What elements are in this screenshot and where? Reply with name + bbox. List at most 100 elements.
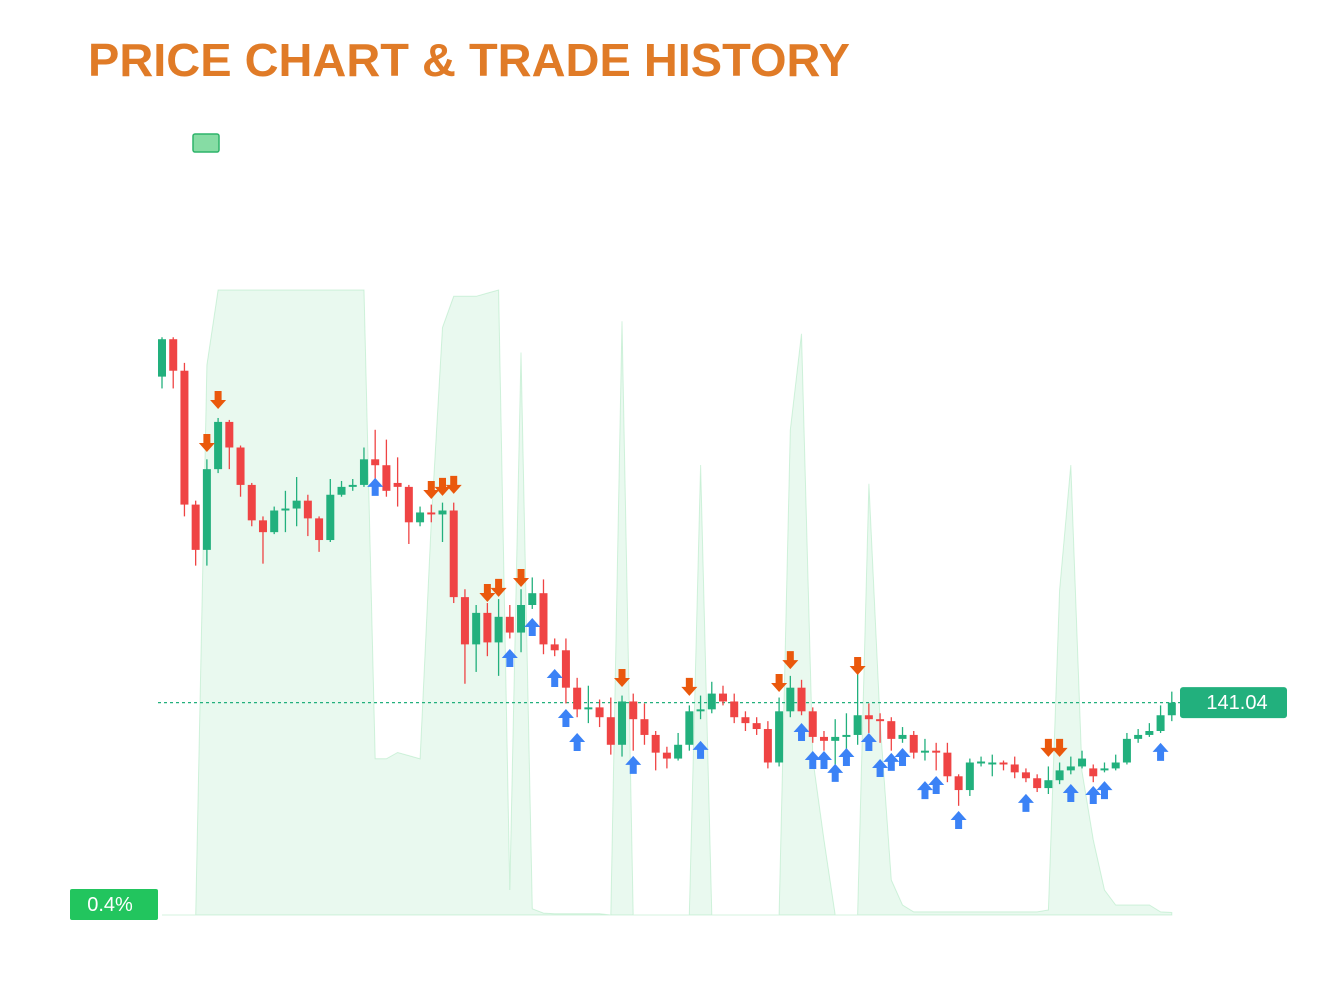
candle-body: [786, 687, 795, 712]
candle-body: [674, 744, 683, 759]
candle-body: [887, 721, 896, 739]
candle-body: [180, 370, 189, 505]
candle-body: [214, 421, 223, 470]
chart-title: PRICE CHART & TRADE HISTORY: [88, 34, 850, 86]
buy-marker: [883, 752, 900, 771]
buy-marker: [950, 810, 967, 829]
candle-body: [1156, 715, 1165, 731]
sell-marker: [614, 669, 631, 688]
candle-body: [483, 612, 492, 643]
candle-body: [505, 616, 514, 633]
candle-body: [730, 701, 739, 718]
candle-body: [640, 719, 649, 735]
buy-marker: [1152, 742, 1169, 761]
candle-body: [315, 518, 324, 541]
candle-body: [943, 752, 952, 777]
candle-body: [438, 510, 447, 515]
sell-marker: [210, 391, 227, 410]
candle-body: [1167, 702, 1176, 716]
candle-body: [618, 701, 627, 745]
candle-body: [561, 650, 570, 688]
candle-body: [763, 729, 772, 763]
candle-body: [270, 510, 279, 533]
candle-body: [965, 762, 974, 791]
candle-body: [842, 734, 851, 737]
buy-marker: [692, 740, 709, 759]
buy-marker: [804, 750, 821, 769]
candle-body: [1100, 768, 1109, 771]
candle-body: [1033, 778, 1042, 789]
candle-body: [932, 750, 941, 753]
buy-marker: [815, 750, 832, 769]
candle-body: [528, 593, 537, 605]
candle-body: [517, 605, 526, 633]
candle-body: [303, 500, 312, 519]
buy-marker: [625, 755, 642, 774]
candle-body: [202, 469, 211, 550]
buy-marker: [1062, 784, 1079, 803]
candle-body: [573, 687, 582, 710]
candle-body: [348, 484, 357, 487]
buy-marker: [1017, 793, 1034, 812]
candle-body: [281, 508, 290, 511]
buy-marker: [524, 618, 541, 637]
candle-body: [1010, 764, 1019, 773]
candle-body: [831, 736, 840, 741]
buy-marker: [916, 781, 933, 800]
candle-body: [584, 707, 593, 710]
area-badge-label: 0.4%: [87, 894, 133, 916]
candle-body: [853, 715, 862, 735]
sell-marker: [849, 657, 866, 676]
candle-body: [191, 504, 200, 550]
candle-body: [359, 459, 368, 485]
buy-marker: [546, 669, 563, 688]
sell-marker: [513, 569, 530, 588]
candle-body: [472, 612, 481, 645]
candle-body: [337, 486, 346, 495]
candle-body: [393, 482, 402, 487]
sell-marker: [423, 481, 440, 500]
area: [162, 289, 1173, 916]
candle-body: [595, 707, 604, 718]
candle-body: [1078, 758, 1087, 767]
candle-body: [707, 693, 716, 710]
candle-body: [685, 711, 694, 745]
buy-marker: [872, 759, 889, 778]
buy-marker: [928, 775, 945, 794]
candle-body: [606, 717, 615, 745]
candle-body: [775, 711, 784, 763]
candle-body: [741, 717, 750, 724]
candle-body: [258, 520, 267, 533]
candle-body: [651, 734, 660, 753]
candle-body: [977, 761, 986, 764]
buy-marker: [827, 763, 844, 782]
candle-body: [1111, 762, 1120, 769]
candle-body: [1122, 738, 1131, 763]
buy-marker: [367, 477, 384, 496]
candle-body: [1044, 780, 1053, 789]
candle-body: [752, 723, 761, 730]
candle-body: [158, 339, 166, 377]
candle-body: [920, 750, 929, 753]
candle-body: [876, 719, 885, 722]
price-badge-label: 141.04: [1206, 692, 1267, 714]
sell-marker: [479, 583, 496, 602]
sell-marker: [1051, 738, 1068, 757]
buy-marker: [838, 747, 855, 766]
candle-body: [808, 711, 817, 737]
candle-body: [169, 339, 178, 371]
candle-body: [629, 701, 638, 720]
candle-body: [909, 734, 918, 753]
candle-body: [236, 447, 245, 485]
buy-marker: [894, 747, 911, 766]
candle-body: [382, 465, 391, 491]
candle-body: [954, 776, 963, 791]
candle-body: [1055, 770, 1064, 781]
buy-marker: [501, 648, 518, 667]
buy-marker: [860, 733, 877, 752]
area-badge: [70, 889, 158, 920]
candle-body: [460, 597, 469, 645]
sell-marker: [198, 433, 215, 452]
candle-body: [371, 459, 380, 466]
